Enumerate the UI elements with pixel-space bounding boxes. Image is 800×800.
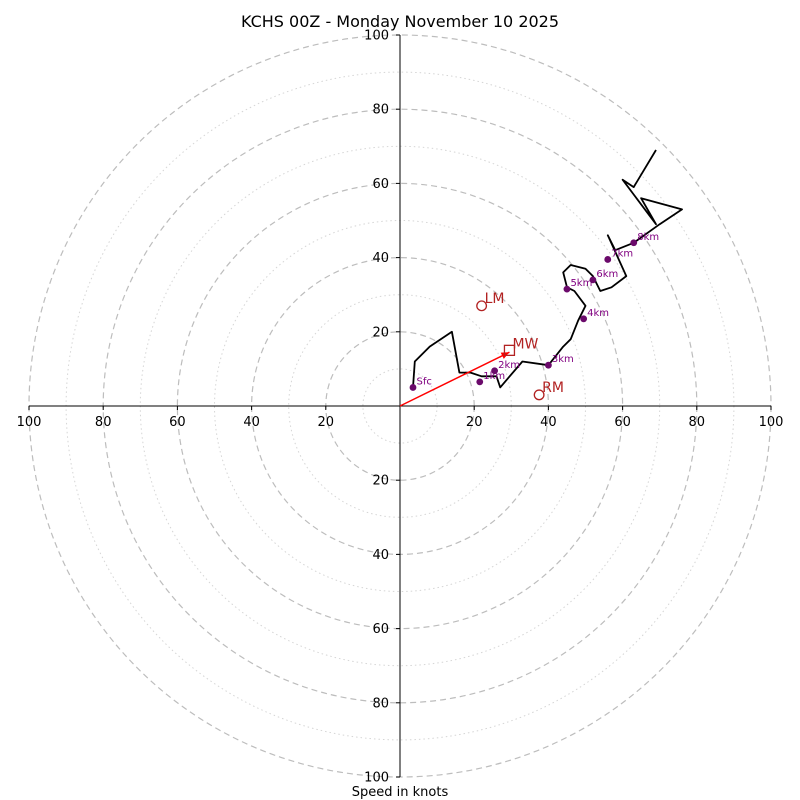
height-label-sfc: Sfc <box>416 376 431 387</box>
axis-ticks: 100 80 60 40 20 20 40 60 80 100 20 40 60 80 100 20 40 60 8… <box>17 29 784 786</box>
height-label-4km: 4km <box>587 308 609 319</box>
storm-motion-rm <box>533 389 545 401</box>
y-tick-label: 80 <box>372 103 389 118</box>
height-point-2km <box>491 367 499 375</box>
storm-motion-label-lm: LM <box>485 291 505 307</box>
hodograph-trace-layer <box>412 149 683 389</box>
storm-motion-lm <box>476 300 488 312</box>
height-label-1km: 1km <box>483 371 505 382</box>
height-point-1km <box>476 378 484 386</box>
height-label-7km: 7km <box>611 248 633 259</box>
storm-motion-label-rm: RM <box>542 380 564 396</box>
y-tick-label: 60 <box>372 622 389 637</box>
x-tick-label: 20 <box>466 415 483 430</box>
x-tick-label: 100 <box>17 415 42 430</box>
height-label-2km: 2km <box>498 360 520 371</box>
x-tick-label: 60 <box>169 415 186 430</box>
x-tick-label: 20 <box>318 415 335 430</box>
height-point-4km <box>580 315 588 323</box>
x-tick-label: 40 <box>243 415 260 430</box>
y-tick-label: 40 <box>372 548 389 563</box>
y-tick-label: 20 <box>372 474 389 489</box>
y-tick-label: 20 <box>372 325 389 340</box>
height-point-5km <box>563 285 571 293</box>
x-tick-label: 100 <box>759 415 784 430</box>
height-point-3km <box>545 361 552 369</box>
storm-motion-label-mw: MW <box>512 336 538 352</box>
hodograph-trace <box>412 149 683 389</box>
height-label-3km: 3km <box>552 354 574 365</box>
chart-title: KCHS 00Z - Monday November 10 2025 <box>241 12 559 31</box>
height-label-6km: 6km <box>596 269 618 280</box>
x-tick-label: 60 <box>614 415 631 430</box>
storm-motion-markers: LM RM MW <box>399 291 564 407</box>
height-point-sfc <box>409 384 417 391</box>
y-tick-label: 40 <box>372 251 389 266</box>
y-tick-label: 100 <box>364 771 389 786</box>
x-tick-label: 80 <box>95 415 112 430</box>
height-point-7km <box>604 256 612 263</box>
shear-vector <box>399 351 510 407</box>
y-tick-label: 100 <box>364 29 389 44</box>
x-tick-label: 40 <box>540 415 557 430</box>
x-axis-label: Speed in knots <box>352 785 449 800</box>
y-tick-label: 60 <box>372 177 389 192</box>
y-tick-label: 80 <box>372 696 389 711</box>
height-label-8km: 8km <box>637 232 659 243</box>
x-tick-label: 80 <box>689 415 706 430</box>
height-point-6km <box>589 276 597 284</box>
storm-motion-mw <box>503 344 516 357</box>
height-point-8km <box>630 239 638 247</box>
height-label-5km: 5km <box>570 278 592 289</box>
